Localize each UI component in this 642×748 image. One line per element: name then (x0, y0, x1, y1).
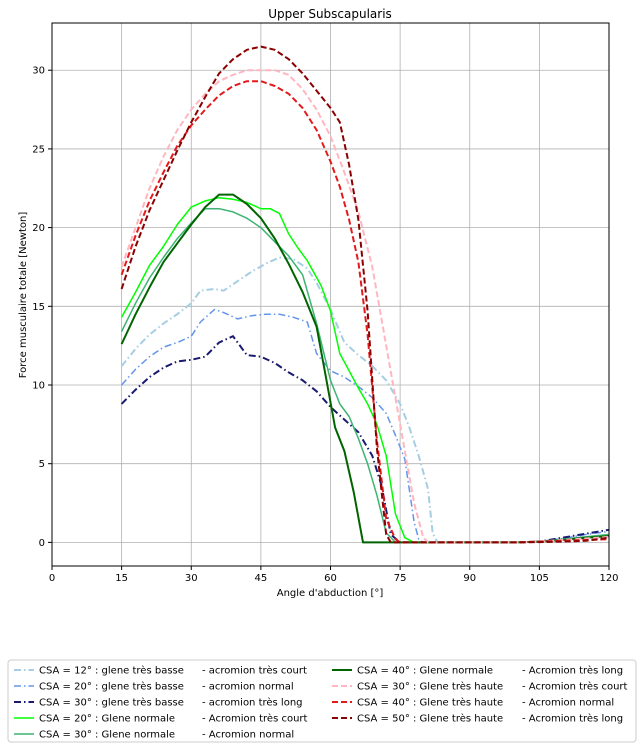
y-tick-label: 25 (32, 144, 45, 155)
x-tick-label: 75 (394, 573, 407, 584)
legend-label: CSA = 40° : Glene normale (357, 666, 493, 677)
legend: CSA = 12° : glene très basse CSA = 20° : … (7, 659, 637, 743)
y-axis-label: Force musculaire totale [Newton] (18, 212, 29, 379)
legend-suffix-label: - Acromion normal (202, 730, 294, 741)
legend-label: CSA = 40° : Glene très haute (357, 697, 503, 709)
y-tick-label: 5 (39, 459, 45, 470)
legend-label: CSA = 30° : glene très basse (39, 697, 184, 709)
plot-area: 0 15 30 45 60 75 90 105 120 0 5 10 15 20 25 30 (32, 22, 619, 584)
legend-suffix-label: - Acromion très court (522, 681, 628, 693)
y-axis-ticks: 0 5 10 15 20 25 30 (32, 66, 52, 549)
y-tick-label: 0 (39, 538, 45, 549)
legend-label: CSA = 12° : glene très basse (39, 665, 184, 677)
y-tick-label: 15 (32, 302, 45, 313)
x-tick-label: 15 (115, 573, 128, 584)
legend-label: CSA = 20° : glene très basse (39, 681, 184, 693)
legend-suffix-label: - acromion très court (202, 665, 307, 677)
legend-label: CSA = 20° : Glene normale (39, 714, 175, 725)
y-tick-label: 20 (32, 223, 45, 234)
x-tick-label: 120 (599, 573, 618, 584)
legend-suffix-label: - acromion très long (202, 697, 303, 709)
legend-suffix-label: - Acromion très long (522, 665, 623, 677)
x-tick-label: 90 (463, 573, 476, 584)
x-tick-label: 45 (255, 573, 268, 584)
y-tick-label: 10 (32, 381, 45, 392)
grid-lines (51, 23, 610, 566)
series-line-9 (120, 45, 610, 544)
x-tick-label: 30 (185, 573, 198, 584)
legend-label: CSA = 30° : Glene très haute (357, 681, 503, 693)
x-axis-ticks: 0 15 30 45 60 75 90 105 120 (49, 566, 619, 584)
legend-box (7, 659, 637, 743)
series-lines (120, 45, 610, 544)
legend-label: CSA = 50° : Glene très haute (357, 713, 503, 725)
legend-suffix-label: - Acromion très long (522, 713, 623, 725)
x-tick-label: 60 (324, 573, 337, 584)
x-tick-label: 105 (530, 573, 549, 584)
legend-suffix-label: - Acromion normal (522, 698, 614, 709)
y-tick-label: 30 (32, 66, 45, 77)
chart-title: Upper Subscapularis (268, 7, 392, 21)
legend-suffix-label: - acromion normal (202, 682, 294, 693)
legend-label: CSA = 30° : Glene normale (39, 730, 175, 741)
x-axis-label: Angle d'abduction [°] (277, 588, 384, 599)
legend-suffix-label: - Acromion très court (202, 713, 308, 725)
x-tick-label: 0 (49, 573, 55, 584)
